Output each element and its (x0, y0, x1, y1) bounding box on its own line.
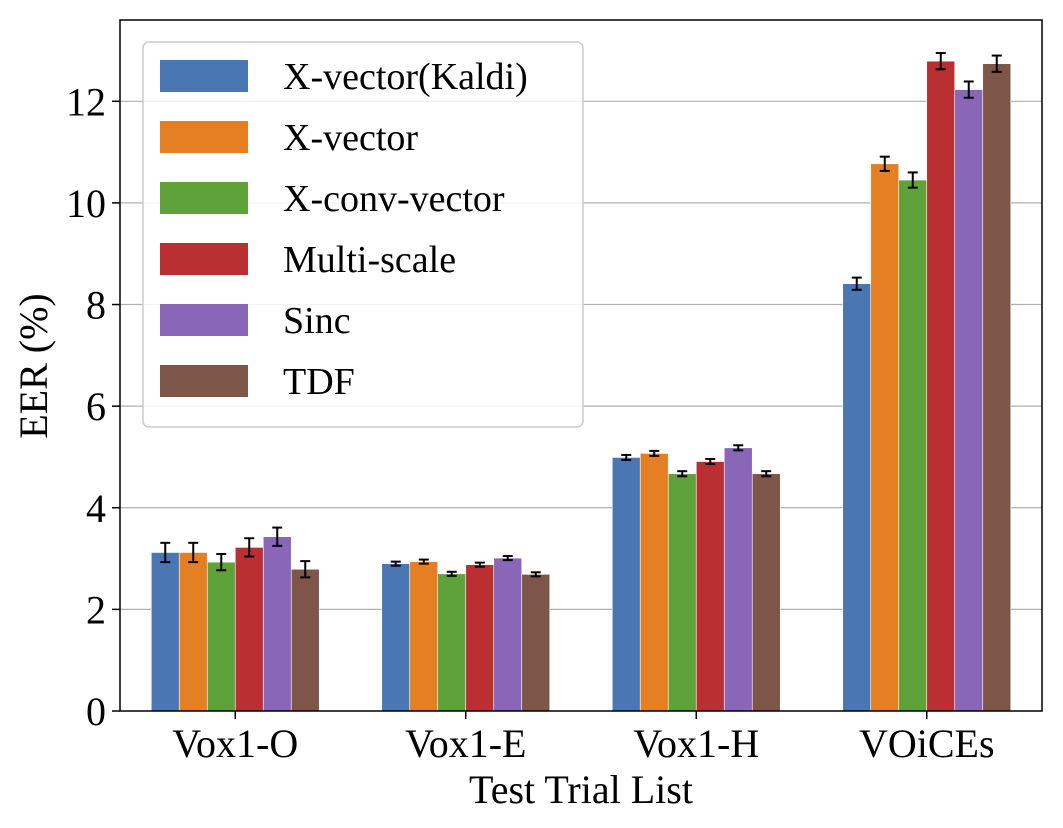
error-bar (991, 54, 1002, 73)
x-axis-ticks: Vox1-O Vox1-E Vox1-H VOiCEs (172, 711, 995, 766)
legend-swatch (160, 121, 248, 153)
bar (290, 568, 320, 712)
bar (954, 89, 984, 712)
error-bar (907, 171, 918, 189)
legend-swatch (160, 365, 248, 397)
y-axis-ticks: 0 2 4 6 8 10 12 (66, 79, 120, 734)
bar (465, 564, 495, 712)
y-tick-label: 8 (86, 283, 106, 328)
error-bar (474, 561, 485, 568)
legend: X-vector(Kaldi) X-vector X-conv-vector Mult… (142, 41, 584, 428)
legend-swatch (160, 304, 248, 336)
y-tick-label: 4 (86, 486, 106, 531)
bar (695, 461, 725, 712)
bar (667, 473, 697, 712)
error-bar (677, 470, 688, 478)
bar (234, 547, 264, 712)
error-bar (216, 553, 227, 572)
error-bars (160, 52, 1002, 579)
error-bar (705, 457, 716, 466)
legend-label: X-vector(Kaldi) (283, 56, 528, 98)
x-tick-label: Vox1-O (172, 721, 298, 766)
x-tick-label: Vox1-H (633, 721, 759, 766)
error-bar (879, 155, 890, 172)
error-bar (851, 276, 862, 291)
error-bar (300, 560, 311, 579)
bar (206, 561, 236, 712)
bar (493, 557, 523, 712)
legend-items: X-vector(Kaldi) X-vector X-conv-vector Mult… (160, 56, 528, 403)
legend-swatch (160, 243, 248, 275)
error-bar (963, 80, 974, 99)
error-bar (621, 453, 632, 462)
error-bar (530, 571, 541, 578)
bar (723, 447, 753, 712)
error-bar (761, 470, 772, 478)
error-bar (244, 537, 255, 558)
legend-label: Sinc (283, 300, 351, 342)
error-bar (935, 52, 946, 71)
error-bar (272, 526, 283, 547)
error-bar (502, 555, 513, 562)
bar (870, 163, 900, 712)
y-tick-label: 10 (66, 181, 106, 226)
y-tick-label: 12 (66, 79, 106, 124)
y-axis-title: EER (%) (11, 293, 56, 439)
legend-label: X-vector (283, 117, 418, 159)
bar (521, 574, 551, 712)
bar (437, 573, 467, 712)
legend-swatch (160, 60, 248, 92)
bar (381, 563, 411, 712)
legend-label: X-conv-vector (283, 178, 505, 220)
error-bar (733, 444, 744, 452)
bar (842, 283, 872, 712)
legend-swatch (160, 182, 248, 214)
bar (409, 561, 439, 712)
error-bar (649, 449, 660, 457)
plot-frame (119, 19, 1043, 712)
error-bar (446, 570, 457, 577)
y-tick-label: 6 (86, 384, 106, 429)
bars (150, 60, 1012, 712)
y-tick-label: 0 (86, 689, 106, 734)
bar (982, 63, 1012, 712)
bar (926, 60, 956, 712)
bar (639, 453, 669, 712)
bar (262, 536, 292, 712)
error-bar (390, 560, 401, 567)
y-tick-label: 2 (86, 587, 106, 632)
bar (751, 473, 781, 712)
x-tick-label: Vox1-E (405, 721, 526, 766)
error-bar (418, 558, 429, 565)
bar (898, 179, 928, 712)
legend-label: TDF (283, 361, 355, 403)
x-tick-label: VOiCEs (859, 721, 995, 766)
legend-label: Multi-scale (283, 239, 456, 281)
bar (150, 552, 180, 712)
x-axis-title: Test Trial List (469, 767, 693, 812)
error-bar (160, 541, 171, 564)
error-bar (188, 541, 199, 564)
bar (611, 457, 641, 712)
bar (178, 552, 208, 712)
legend-box (142, 41, 584, 428)
